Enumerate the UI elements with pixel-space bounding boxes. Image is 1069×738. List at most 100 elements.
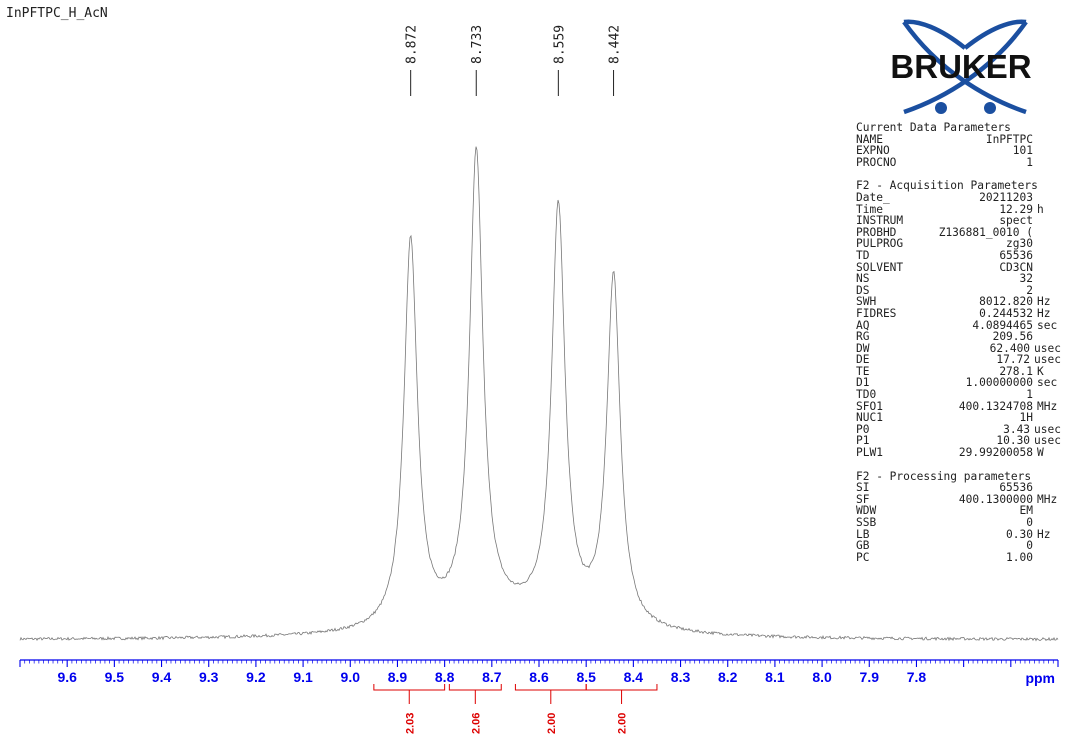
param-key: DS (856, 283, 870, 297)
integral-bracket (373, 684, 446, 704)
param-row: SOLVENT CD3CN (856, 261, 1061, 274)
param-value: InPFTPC (985, 132, 1033, 146)
param-section-title: F2 - Processing parameters (856, 469, 1032, 483)
param-section: F2 - Processing parameters SI 65536 SF 400.1… (856, 471, 1061, 564)
peak-labels: 8.872 8.733 8.559 8.442 (405, 25, 623, 96)
x-tick-label: 9.3 (199, 669, 219, 685)
x-tick-label: 8.2 (718, 669, 738, 685)
param-unit: usec (1034, 353, 1061, 367)
param-row: TD0 1 (856, 389, 1061, 401)
bruker-atom-dot-right (984, 102, 996, 114)
param-key: P1 (856, 434, 870, 448)
param-row: SI 65536 (856, 482, 1061, 494)
bruker-atom-icon (902, 19, 1028, 115)
param-row: SSB 0 (856, 517, 1061, 529)
x-tick-label: 9.6 (57, 669, 77, 685)
param-row: P0 3.43 usec (856, 424, 1061, 436)
param-key: FIDRES (856, 306, 897, 320)
param-value: 2 (1026, 283, 1033, 297)
param-value: 65536 (999, 248, 1033, 262)
param-row: LB 0.30 Hz (856, 527, 1061, 541)
param-key: RG (856, 330, 870, 344)
param-section-title: Current Data Parameters (856, 121, 1011, 134)
x-tick-label: 9.4 (152, 669, 172, 685)
param-value: 3.43 (1003, 422, 1031, 436)
param-key: PC (856, 550, 870, 564)
param-row: DE 17.72 usec (856, 354, 1061, 366)
param-row: NS 32 (856, 273, 1061, 285)
param-row: PC 1.00 (856, 550, 1061, 564)
param-key: TE (856, 364, 870, 378)
param-value: 278.1 (999, 364, 1033, 378)
param-key: PLW1 (856, 446, 883, 460)
integral-value: 2.00 (617, 713, 629, 734)
integral-value: 2.03 (404, 713, 416, 734)
param-unit: K (1037, 364, 1044, 378)
param-value: 0 (1026, 539, 1033, 553)
x-tick-label: 7.9 (860, 669, 880, 685)
x-tick-label: 9.0 (341, 669, 361, 685)
param-key: Time (856, 202, 883, 216)
param-row: PROBHD Z136881_0010 ( (856, 225, 1061, 239)
param-row: P1 10.30 usec (856, 435, 1061, 447)
param-value: 101 (1012, 144, 1033, 158)
param-section: F2 - Acquisition Parameters Date_ 20211203… (856, 180, 1061, 458)
param-row: PROCNO 1 (856, 155, 1061, 169)
param-value: 1H (1019, 411, 1033, 425)
param-value: spect (999, 214, 1033, 228)
param-row: TE 278.1 K (856, 366, 1061, 378)
param-key: SI (856, 481, 870, 495)
param-row: NUC1 1H (856, 412, 1061, 424)
x-axis: 9.6 9.5 9.4 9.3 9.2 9.1 9.0 8.9 8.8 8.7 8.6 8.5 8.4 8… (19, 659, 1059, 686)
param-value: 12.29 (999, 202, 1033, 216)
dataset-name: InPFTPC_H_AcN (6, 6, 108, 21)
param-key: PROCNO (856, 155, 897, 169)
param-value: EM (1019, 504, 1033, 518)
integral-regions: 2.03 2.06 2.00 2.00 (373, 684, 658, 734)
param-key: D1 (856, 376, 870, 390)
integral-value: 2.06 (470, 713, 482, 734)
param-key: PULPROG (856, 237, 904, 251)
param-row: SF 400.1300000 MHz (856, 494, 1061, 506)
param-value: 0.30 (1006, 527, 1033, 541)
x-tick-label: 7.8 (907, 669, 927, 685)
param-key: PROBHD (856, 225, 897, 239)
x-tick-label: 8.7 (482, 669, 502, 685)
param-key: SWH (856, 295, 877, 309)
param-value: 0 (1026, 516, 1033, 529)
param-key: WDW (856, 504, 877, 518)
param-value: 17.72 (996, 353, 1031, 367)
param-value: 32 (1019, 272, 1033, 286)
x-tick-label: 8.8 (435, 669, 455, 685)
param-row: Time 12.29 h (856, 202, 1061, 216)
x-tick-label: 8.9 (388, 669, 408, 685)
param-row: TD 65536 (856, 250, 1061, 262)
param-unit: Hz (1037, 306, 1051, 320)
param-unit: usec (1034, 434, 1061, 448)
x-tick-label: 8.6 (529, 669, 549, 685)
param-key: SSB (856, 516, 877, 529)
integral-bracket (448, 684, 502, 704)
param-key: GB (856, 539, 870, 553)
peak-label: 8.733 (470, 25, 485, 64)
acquisition-parameters-panel: Current Data Parameters NAME InPFTPC EXPNO 1… (856, 122, 1061, 575)
param-row: DW 62.400 usec (856, 341, 1061, 355)
param-row: NAME InPFTPC (856, 132, 1061, 146)
param-key: DE (856, 353, 870, 367)
param-key: LB (856, 527, 870, 541)
x-tick-label: 8.3 (671, 669, 691, 685)
param-unit: sec (1037, 376, 1058, 390)
param-value: 1 (1026, 155, 1033, 169)
param-row: EXPNO 101 (856, 145, 1061, 157)
spectrum-line (19, 146, 1059, 642)
param-key: AQ (856, 318, 870, 332)
x-tick-label: 8.0 (812, 669, 832, 685)
param-value: 400.1324708 (958, 399, 1033, 413)
param-key: EXPNO (856, 144, 890, 158)
peak-label: 8.872 (405, 25, 420, 64)
param-row: RG 209.56 (856, 331, 1061, 343)
param-row: SWH 8012.820 Hz (856, 296, 1061, 308)
param-value: 62.400 (989, 341, 1031, 355)
integral-bracket (514, 684, 587, 704)
